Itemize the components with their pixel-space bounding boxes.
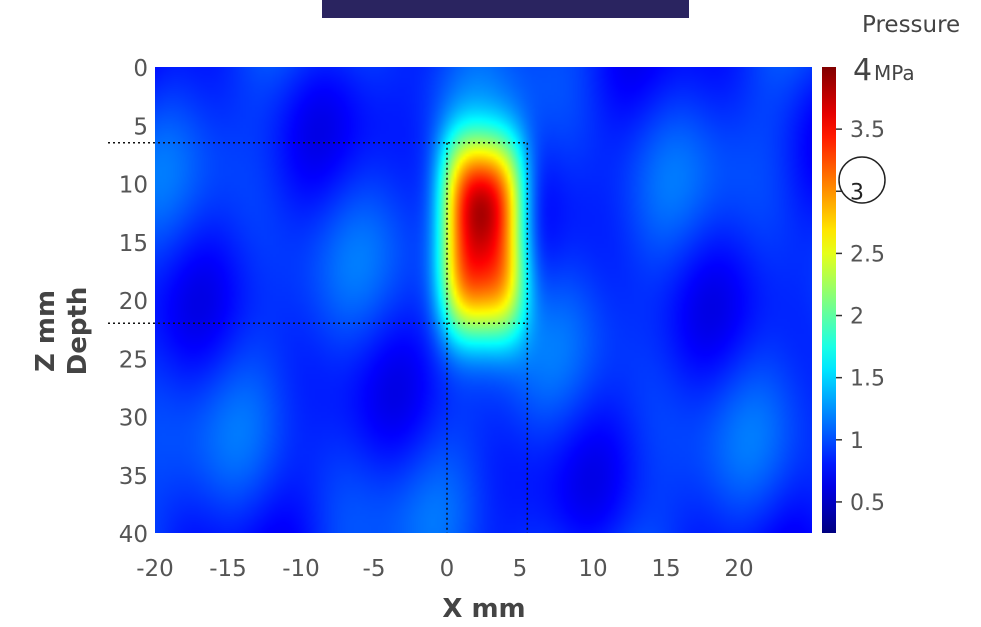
y-tick-label: 15 (119, 231, 148, 257)
colorbar-max-number: 4 (853, 53, 872, 88)
colorbar-unit: MPa (874, 61, 915, 85)
x-tick-label: 5 (513, 556, 528, 582)
y-tick-label: 40 (119, 522, 148, 548)
colorbar-ticks: 0.5 1 1.5 2 2.5 3 3.5 (836, 118, 885, 516)
x-axis-ticks: -20 -15 -10 -5 0 5 10 15 20 (136, 556, 753, 582)
x-tick-label: 15 (651, 556, 680, 582)
header-bar (322, 0, 689, 18)
y-axis-label-depth: Depth (63, 287, 93, 376)
colorbar-tick-label: 1 (850, 429, 864, 454)
y-axis-label: Depth Z mm (31, 287, 93, 376)
x-tick-label: -20 (136, 556, 174, 582)
y-tick-label: 30 (119, 406, 148, 432)
y-axis-ticks: 0 5 10 15 20 25 30 35 40 (119, 56, 148, 548)
colorbar-tick-label: 1.5 (850, 367, 885, 392)
y-tick-label: 10 (119, 173, 148, 199)
y-tick-label: 20 (119, 289, 148, 315)
colorbar-tick-label: 3 (850, 180, 864, 205)
y-tick-label: 5 (133, 114, 148, 140)
x-tick-label: 20 (724, 556, 753, 582)
x-axis-label: X mm (442, 594, 525, 624)
colorbar-tick-label: 2.5 (850, 242, 885, 267)
y-tick-label: 0 (133, 56, 148, 82)
colorbar-tick-label: 0.5 (850, 491, 885, 516)
heatmap-area (155, 67, 812, 533)
colorbar-tick-label: 3.5 (850, 118, 885, 143)
focal-region-guides (108, 141, 529, 533)
colorbar-gradient (822, 67, 836, 533)
colorbar-label: Pressure (862, 12, 960, 38)
y-tick-label: 35 (119, 464, 148, 490)
colorbar: 0.5 1 1.5 2 2.5 3 3.5 Pressure 4 MPa (822, 12, 960, 533)
colorbar-tick-label: 2 (850, 305, 864, 330)
x-tick-label: -10 (282, 556, 320, 582)
x-tick-label: -5 (363, 556, 386, 582)
y-tick-label: 25 (119, 347, 148, 373)
y-axis-label-unit: Z mm (31, 290, 61, 372)
colorbar-highlight-circle (838, 156, 886, 204)
x-tick-label: 10 (578, 556, 607, 582)
pressure-heatmap (155, 67, 812, 533)
x-tick-label: -15 (209, 556, 247, 582)
x-tick-label: 0 (440, 556, 455, 582)
